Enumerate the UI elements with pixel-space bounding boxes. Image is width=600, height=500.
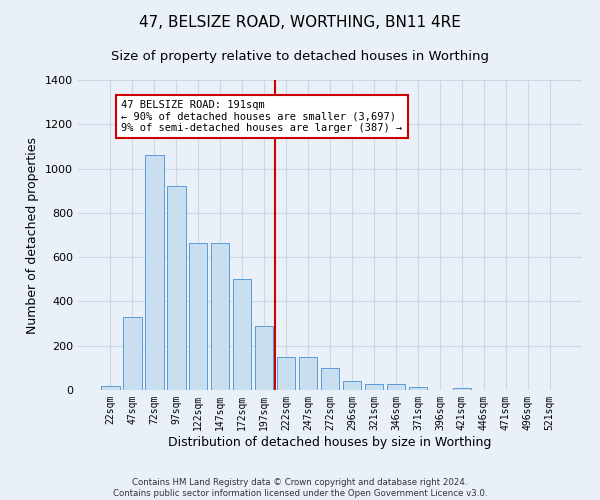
Bar [409, 386, 427, 390]
Y-axis label: Number of detached properties: Number of detached properties [26, 136, 40, 334]
Bar [277, 357, 295, 390]
Bar [386, 384, 405, 390]
Bar [101, 386, 119, 390]
Bar [189, 243, 208, 390]
X-axis label: Distribution of detached houses by size in Worthing: Distribution of detached houses by size … [169, 436, 491, 448]
Bar [452, 388, 471, 390]
Bar [343, 381, 361, 390]
Text: Contains HM Land Registry data © Crown copyright and database right 2024.
Contai: Contains HM Land Registry data © Crown c… [113, 478, 487, 498]
Bar [255, 326, 274, 390]
Bar [167, 186, 185, 390]
Text: 47 BELSIZE ROAD: 191sqm
← 90% of detached houses are smaller (3,697)
9% of semi-: 47 BELSIZE ROAD: 191sqm ← 90% of detache… [121, 100, 403, 133]
Bar [233, 280, 251, 390]
Bar [123, 317, 142, 390]
Bar [320, 368, 340, 390]
Bar [365, 384, 383, 390]
Bar [145, 156, 164, 390]
Bar [299, 357, 317, 390]
Text: Size of property relative to detached houses in Worthing: Size of property relative to detached ho… [111, 50, 489, 63]
Bar [211, 243, 229, 390]
Text: 47, BELSIZE ROAD, WORTHING, BN11 4RE: 47, BELSIZE ROAD, WORTHING, BN11 4RE [139, 15, 461, 30]
